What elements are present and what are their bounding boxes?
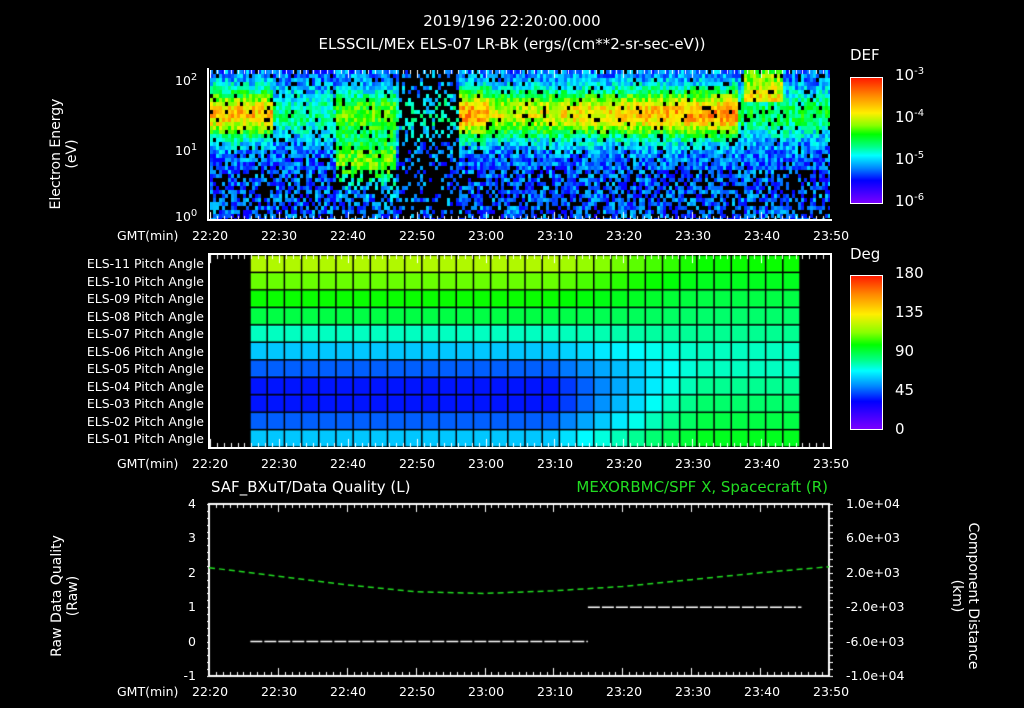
x-tick-label: 23:20 [606, 228, 643, 243]
pitch-row-label: ELS-04 Pitch Angle [86, 378, 204, 394]
def-colorbar-label: DEF [850, 46, 880, 64]
cbar-tick-1e-3: 10-3 [895, 66, 925, 84]
cbar-tick-1e-6: 10-6 [895, 192, 925, 210]
x-tick-label: 23:40 [744, 228, 781, 243]
energy-spectrogram [210, 70, 830, 220]
pitch-row-label: ELS-01 Pitch Angle [86, 431, 204, 446]
pitch-row-label: ELS-06 Pitch Angle [86, 343, 204, 359]
ytick-label-1: 100 [175, 208, 198, 225]
x-tick-label: 23:00 [468, 228, 505, 243]
x-tick-label: 22:50 [399, 228, 436, 243]
x-tick-label: 23:30 [675, 228, 712, 243]
deg-tick-135: 135 [895, 303, 924, 321]
panel3-title-left: SAF_BXuT/Data Quality (L) [211, 478, 411, 496]
energy-axis-label: Electron Energy (eV) [48, 98, 80, 210]
deg-colorbar-label: Deg [850, 245, 881, 263]
x-tick-label: 23:10 [537, 684, 574, 699]
deg-tick-45: 45 [895, 381, 915, 399]
x-tick-label: 22:30 [261, 228, 298, 243]
x-tick-label: 22:20 [192, 228, 229, 243]
x-tick-label: 22:40 [330, 456, 367, 471]
pitch-row-label: ELS-02 Pitch Angle [86, 413, 204, 429]
quality-axis-label: Raw Data Quality (km) (Raw) [49, 535, 81, 657]
deg-tick-180: 180 [895, 264, 924, 282]
left-ytick-label: 2 [188, 564, 196, 580]
right-ytick-label: 1.0e+04 [846, 496, 900, 511]
x-tick-label: 23:10 [537, 456, 574, 471]
x-tick-label: 22:50 [399, 456, 436, 471]
line-plot [207, 500, 833, 680]
x-tick-label: 23:30 [675, 684, 712, 699]
right-ytick-label: -1.0e+04 [846, 668, 905, 683]
ytick-label-10: 101 [175, 142, 198, 159]
spectrogram-frame [207, 68, 832, 221]
distance-axis-label: Component Distance (km) [949, 522, 981, 670]
x-tick-label: 23:10 [537, 228, 574, 243]
cbar-tick-1e-4: 10-4 [895, 108, 925, 126]
deg-tick-0: 0 [895, 420, 905, 438]
x-axis-labels-panel3: GMT(min) 22:20 22:30 22:40 22:50 23:00 23:10 23… [0, 684, 1024, 700]
x-tick-label: 22:30 [261, 456, 298, 471]
panel3-title-right: MEXORBMC/SPF X, Spacecraft (R) [576, 478, 828, 496]
deg-colorbar [850, 275, 883, 430]
pitch-row-label: ELS-11 Pitch Angle [86, 256, 204, 271]
right-ytick-label: 6.0e+03 [846, 530, 900, 546]
ytick-label-100: 102 [175, 72, 198, 89]
gmt-axis-label: GMT(min) [117, 228, 179, 243]
right-ytick-label: -6.0e+03 [846, 633, 905, 649]
x-tick-label: 23:20 [606, 456, 643, 471]
right-ytick-label: 2.0e+03 [846, 564, 900, 580]
x-tick-label: 23:00 [468, 684, 505, 699]
plot-datetime: 2019/196 22:20:00.000 [423, 12, 601, 30]
pitch-row-label: ELS-10 Pitch Angle [86, 273, 204, 289]
x-tick-label: 23:30 [675, 456, 712, 471]
x-tick-label: 23:20 [606, 684, 643, 699]
x-axis-labels-panel1: GMT(min) 22:20 22:30 22:40 22:50 23:00 23:10 23… [0, 228, 1024, 244]
pitch-angle-grid [210, 255, 830, 447]
def-colorbar [850, 77, 883, 204]
pitch-row-label: ELS-03 Pitch Angle [86, 396, 204, 411]
deg-tick-90: 90 [895, 342, 915, 360]
x-tick-label: 23:40 [744, 456, 781, 471]
plot-subtitle: ELSSCIL/MEx ELS-07 LR-Bk (ergs/(cm**2-sr… [318, 35, 706, 53]
gmt-axis-label: GMT(min) [117, 456, 179, 471]
x-tick-label: 23:40 [744, 684, 781, 699]
x-tick-label: 22:50 [399, 684, 436, 699]
pitch-row-label: ELS-08 Pitch Angle [86, 308, 204, 324]
right-ytick-label: -2.0e+03 [846, 599, 905, 615]
x-tick-label: 23:50 [813, 456, 850, 471]
pitch-row-label: ELS-05 Pitch Angle [86, 361, 204, 376]
x-tick-label: 22:30 [261, 684, 298, 699]
x-tick-label: 22:20 [192, 684, 229, 699]
x-axis-labels-panel2: GMT(min) 22:20 22:30 22:40 22:50 23:00 23:10 23… [0, 456, 1024, 472]
x-tick-label: 22:20 [192, 456, 229, 471]
x-tick-label: 22:40 [330, 684, 367, 699]
cbar-tick-1e-5: 10-5 [895, 150, 925, 168]
x-tick-label: 22:40 [330, 228, 367, 243]
left-ytick-label: -1 [183, 668, 196, 683]
pitch-row-label: ELS-07 Pitch Angle [86, 326, 204, 341]
left-ytick-label: 1 [188, 599, 196, 615]
left-ytick-label: 4 [188, 496, 196, 511]
x-tick-label: 23:50 [813, 228, 850, 243]
x-tick-label: 23:00 [468, 456, 505, 471]
pitch-frame [208, 253, 832, 449]
left-ytick-label: 0 [188, 633, 196, 649]
gmt-axis-label: GMT(min) [117, 684, 179, 699]
pitch-row-label: ELS-09 Pitch Angle [86, 291, 204, 306]
x-tick-label: 23:50 [813, 684, 850, 699]
left-ytick-label: 3 [188, 530, 196, 546]
